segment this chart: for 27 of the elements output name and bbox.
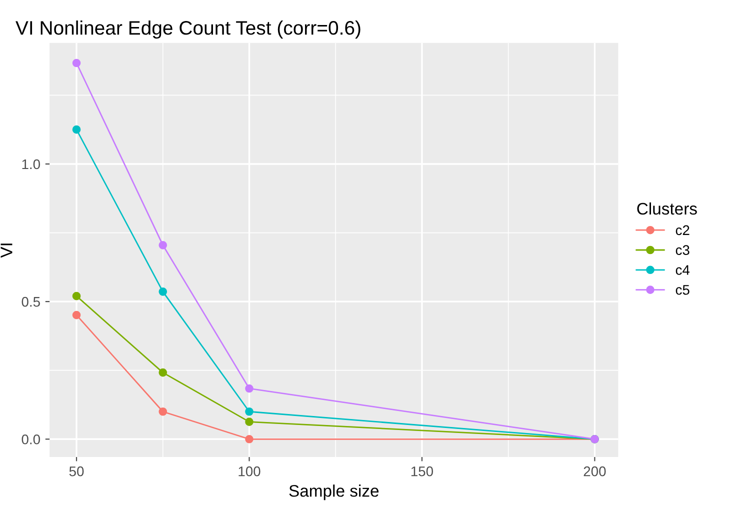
y-tick-label: 0.5 [22, 296, 40, 307]
point [245, 384, 254, 393]
legend-label: c2 [676, 225, 690, 236]
point [245, 418, 254, 426]
x-tick-label: 100 [238, 466, 260, 476]
y-tick-label: 1.0 [22, 159, 40, 170]
point [245, 434, 254, 444]
point [158, 407, 168, 416]
y-tick-label: 0.0 [22, 434, 40, 444]
legend-label: c3 [676, 245, 690, 255]
point [158, 368, 168, 377]
x-tick-label: 200 [584, 466, 606, 476]
point [158, 240, 168, 250]
x-tick-label: 150 [411, 466, 434, 476]
point [158, 287, 168, 296]
point [72, 125, 81, 134]
point [72, 58, 81, 68]
x-axis-title: Sample size [289, 484, 379, 500]
legend-label: c5 [676, 285, 690, 295]
legend-label: c4 [676, 265, 690, 275]
chart-title: VI Nonlinear Edge Count Test (corr=0.6) [16, 20, 360, 39]
point [72, 292, 81, 300]
x-tick-label: 50 [69, 466, 84, 476]
point [245, 407, 254, 416]
point [72, 310, 81, 320]
y-axis-title: VI [0, 244, 12, 258]
legend-title: Clusters [637, 202, 697, 215]
